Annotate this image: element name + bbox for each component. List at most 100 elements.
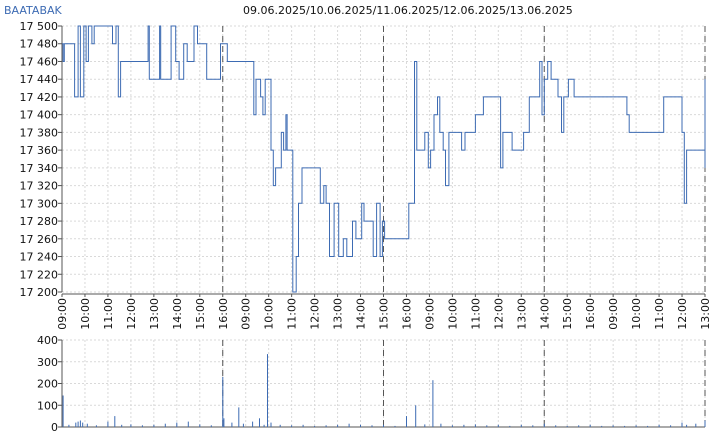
time-tick-label: 13:00 — [515, 298, 528, 330]
volume-bar — [302, 424, 304, 427]
price-tick-label: 17 280 — [20, 215, 59, 228]
volume-bar — [279, 424, 281, 427]
volume-bar — [406, 416, 407, 427]
volume-bar — [394, 425, 396, 427]
volume-bar — [532, 425, 534, 427]
volume-bar — [263, 424, 265, 427]
time-tick-label: 10:00 — [630, 298, 643, 330]
time-tick-label: 13:00 — [699, 298, 710, 330]
volume-tick-label: 200 — [37, 378, 58, 391]
price-tick-label: 17 320 — [20, 180, 59, 193]
time-tick-label: 13:00 — [148, 298, 161, 330]
time-tick-label: 10:00 — [446, 298, 459, 330]
volume-tick-label: 0 — [51, 421, 58, 433]
volume-bar — [704, 420, 706, 427]
time-tick-label: 14:00 — [171, 298, 184, 330]
time-tick-label: 15:00 — [194, 298, 207, 330]
volume-bar — [635, 425, 637, 427]
time-tick-label: 14:00 — [538, 298, 551, 330]
volume-bar — [153, 424, 155, 427]
price-tick-label: 17 440 — [20, 73, 59, 86]
ticker-label: BAATABAK — [4, 4, 62, 17]
volume-bar — [383, 424, 384, 427]
volume-bar — [497, 424, 499, 427]
volume-bar — [578, 425, 580, 427]
volume-bar — [238, 407, 240, 427]
time-tick-label: 14:00 — [355, 298, 368, 330]
volume-bar — [82, 422, 84, 427]
volume-bar — [543, 423, 545, 427]
price-tick-label: 17 200 — [20, 286, 59, 299]
volume-bar — [681, 422, 683, 427]
volume-tick-label: 300 — [37, 356, 58, 369]
date-range-label: 09.06.2025/10.06.2025/11.06.2025/12.06.2… — [243, 4, 573, 17]
volume-bar — [62, 395, 64, 427]
time-tick-label: 12:00 — [309, 298, 322, 330]
volume-bar — [199, 424, 201, 427]
volume-bar — [164, 423, 166, 427]
volume-bar — [121, 424, 123, 427]
time-tick-label: 10:00 — [263, 298, 276, 330]
volume-bar — [314, 425, 316, 427]
volume-bar — [75, 422, 77, 427]
time-tick-label: 09:00 — [56, 298, 69, 330]
time-axis: 09:00 10:00 11:00 12:00 13:00 14:00 15:00 16:00… — [56, 293, 710, 330]
volume-bar — [415, 405, 417, 428]
volume-bar — [424, 424, 426, 427]
time-tick-label: 12:00 — [125, 298, 138, 330]
volume-bar — [337, 424, 339, 427]
volume-bar — [686, 424, 688, 427]
price-panel: 17 200 17 220 17 240 17 260 17 280 17 300 17 3… — [20, 20, 706, 299]
volume-bar — [187, 421, 189, 427]
volume-bar — [463, 424, 465, 427]
volume-bar — [222, 377, 224, 427]
time-tick-label: 16:00 — [584, 298, 597, 330]
volume-bar — [601, 425, 603, 427]
time-tick-label: 15:00 — [561, 298, 574, 330]
price-tick-label: 17 380 — [20, 126, 59, 139]
price-tick-label: 17 300 — [20, 197, 59, 210]
volume-bar — [107, 421, 109, 427]
volume-bar — [612, 425, 614, 427]
volume-bar — [141, 425, 143, 427]
volume-bar — [670, 425, 672, 427]
volume-bar — [252, 421, 254, 427]
price-tick-label: 17 500 — [20, 20, 59, 33]
volume-bar — [223, 418, 225, 427]
volume-bar — [242, 423, 244, 427]
time-tick-label: 16:00 — [217, 298, 230, 330]
time-tick-label: 12:00 — [492, 298, 505, 330]
time-tick-label: 10:00 — [79, 298, 92, 330]
volume-bar — [231, 422, 233, 427]
price-tick-label: 17 260 — [20, 233, 59, 246]
volume-bar — [371, 425, 373, 427]
volume-bar — [267, 354, 268, 427]
price-tick-label: 17 480 — [20, 38, 59, 51]
volume-bar — [509, 425, 511, 427]
volume-bar — [440, 423, 442, 427]
time-tick-label: 09:00 — [607, 298, 620, 330]
volume-bar — [451, 425, 453, 427]
price-tick-label: 17 420 — [20, 91, 59, 104]
volume-bar — [360, 424, 361, 427]
volume-bar — [348, 423, 350, 427]
volume-bar — [474, 424, 476, 427]
price-tick-label: 17 360 — [20, 144, 59, 157]
price-tick-label: 17 220 — [20, 268, 59, 281]
volume-bar — [259, 418, 260, 427]
volume-bar — [624, 425, 626, 427]
time-tick-label: 16:00 — [400, 298, 413, 330]
price-tick-label: 17 240 — [20, 251, 59, 264]
volume-bar — [77, 421, 79, 427]
volume-bar — [79, 420, 81, 427]
time-tick-label: 09:00 — [423, 298, 436, 330]
price-tick-label: 17 460 — [20, 55, 59, 68]
volume-bar — [432, 380, 434, 427]
volume-bar — [486, 425, 488, 427]
volume-tick-label: 400 — [37, 334, 58, 347]
time-tick-label: 11:00 — [653, 298, 666, 330]
volume-bar — [291, 425, 293, 427]
volume-bar — [325, 425, 327, 427]
volume-bar — [114, 416, 116, 427]
